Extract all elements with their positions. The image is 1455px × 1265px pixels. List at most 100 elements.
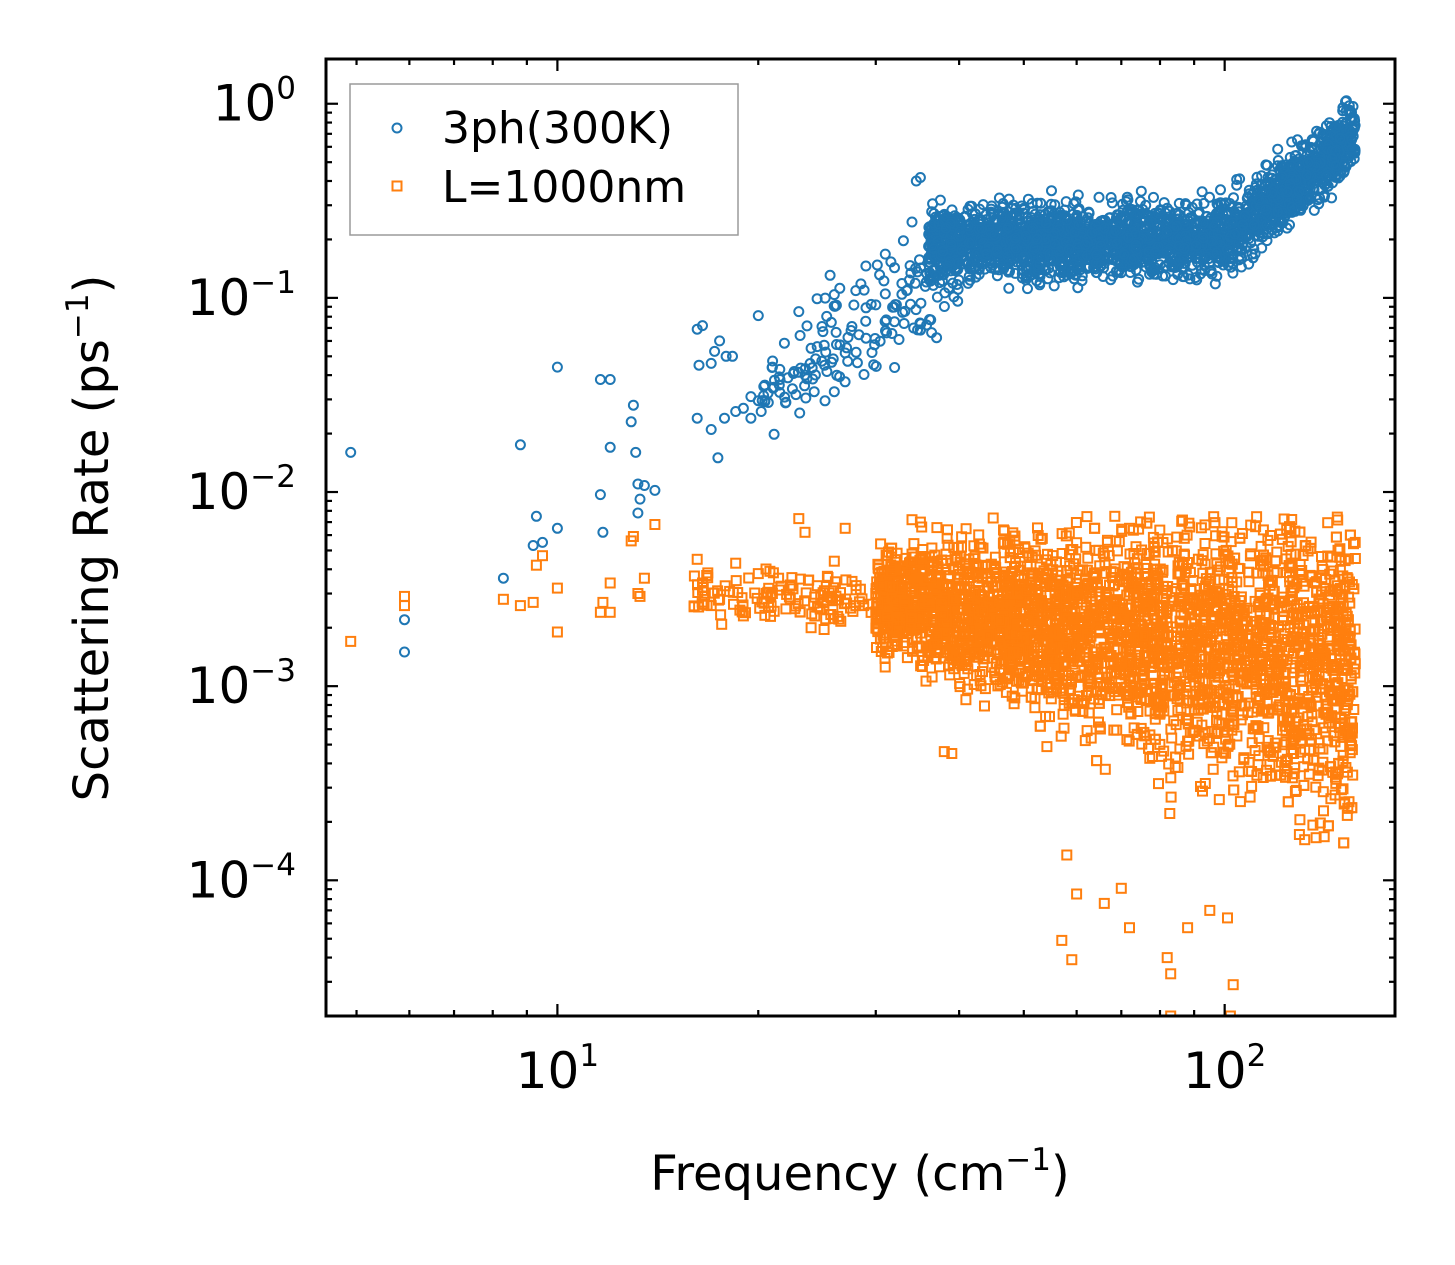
point-boundary-24 <box>730 557 742 569</box>
point-3ph-3024 <box>1186 201 1198 213</box>
point-3ph-19 <box>634 493 646 505</box>
point-boundary-13 <box>604 606 616 618</box>
point-boundary-53 <box>1224 1010 1236 1016</box>
point-boundary-1065 <box>1166 732 1178 744</box>
point-3ph-46 <box>805 342 817 354</box>
point-3ph-3383 <box>1129 209 1141 221</box>
point-boundary-5 <box>527 596 539 608</box>
point-3ph-2902 <box>1340 95 1352 107</box>
point-3ph-3649 <box>819 395 831 407</box>
point-3ph-3274 <box>1227 251 1239 263</box>
point-boundary-8 <box>551 582 563 594</box>
point-boundary-0 <box>345 635 357 647</box>
point-3ph-22 <box>649 484 661 496</box>
point-3ph-3619 <box>824 269 836 281</box>
point-boundary-30 <box>799 526 811 538</box>
point-3ph-2487 <box>1286 136 1298 148</box>
point-boundary-19 <box>649 519 661 530</box>
point-3ph-34 <box>727 350 738 362</box>
point-3ph-2838 <box>1209 278 1221 290</box>
point-3ph-1289 <box>1072 189 1084 201</box>
point-3ph-31 <box>712 452 724 464</box>
point-boundary-2176 <box>1108 724 1120 736</box>
point-boundary-4 <box>514 600 526 612</box>
point-boundary-20 <box>691 553 703 565</box>
point-3ph-3757 <box>889 362 901 373</box>
point-3ph-1411 <box>1228 192 1239 204</box>
point-3ph-2603 <box>1035 197 1047 209</box>
point-3ph-3031 <box>1179 215 1191 227</box>
point-3ph-3706 <box>860 315 872 327</box>
point-3ph-17 <box>630 446 642 458</box>
point-3ph-2054 <box>927 198 939 210</box>
point-3ph-2585 <box>1243 184 1255 196</box>
point-boundary-18 <box>638 572 650 584</box>
point-boundary-28 <box>780 603 792 615</box>
point-3ph-3106 <box>1231 179 1243 191</box>
point-boundary-45 <box>1115 882 1127 894</box>
point-boundary-52 <box>1227 979 1239 991</box>
point-3ph-3377 <box>1018 251 1030 263</box>
point-boundary-1527 <box>979 700 990 712</box>
point-3ph-3637 <box>830 326 842 338</box>
point-3ph-49 <box>828 289 840 301</box>
point-boundary-1514 <box>908 538 920 550</box>
point-boundary-11 <box>597 596 609 608</box>
point-boundary-2487 <box>1089 522 1101 534</box>
point-3ph-3151 <box>1149 246 1161 258</box>
point-3ph-20 <box>632 507 644 519</box>
point-boundary-1748 <box>1081 511 1093 523</box>
point-3ph-54 <box>860 260 872 272</box>
point-3ph-2312 <box>1225 261 1237 273</box>
point-3ph-2415 <box>946 204 958 216</box>
point-3ph-3361 <box>1337 105 1349 117</box>
point-boundary-48 <box>1165 968 1177 980</box>
point-boundary-3 <box>497 593 509 605</box>
point-3ph-3 <box>497 572 509 584</box>
point-3ph-3103 <box>1166 259 1178 271</box>
point-3ph-3698 <box>879 288 891 300</box>
point-3ph-2379 <box>1257 231 1269 243</box>
point-boundary-17 <box>634 590 646 602</box>
point-boundary-2372 <box>1034 720 1046 732</box>
point-boundary-39 <box>946 748 958 759</box>
point-3ph-25 <box>697 320 708 332</box>
point-3ph-3154 <box>968 255 980 266</box>
point-3ph-3719 <box>808 386 820 398</box>
point-3ph-28 <box>709 345 721 357</box>
point-3ph-2553 <box>1003 282 1015 294</box>
point-boundary-1772 <box>1079 735 1091 747</box>
point-3ph-33 <box>719 412 730 424</box>
point-3ph-2664 <box>991 270 1003 282</box>
point-boundary-50 <box>1204 904 1216 916</box>
point-boundary-2337 <box>1228 784 1240 796</box>
point-boundary-47 <box>1161 952 1173 964</box>
points-layer <box>345 95 1361 1016</box>
point-3ph-61 <box>910 175 922 187</box>
point-3ph-0 <box>345 446 357 458</box>
point-3ph-6 <box>530 510 542 522</box>
point-3ph-3286 <box>990 213 1001 225</box>
point-boundary-49 <box>1182 922 1194 934</box>
point-3ph-2876 <box>1059 204 1071 216</box>
point-3ph-3291 <box>1148 268 1160 280</box>
point-3ph-24 <box>693 359 705 371</box>
point-3ph-2976 <box>1167 274 1179 286</box>
point-3ph-1566 <box>1042 273 1054 285</box>
point-boundary-2302 <box>1282 796 1294 808</box>
point-3ph-2673 <box>1082 212 1094 224</box>
point-3ph-3385 <box>983 220 995 232</box>
point-boundary-46 <box>1124 922 1135 934</box>
point-3ph-58 <box>897 235 909 247</box>
point-boundary-10 <box>594 606 606 618</box>
point-3ph-2834 <box>1227 267 1239 279</box>
point-boundary-54 <box>1165 1010 1177 1016</box>
point-boundary-40 <box>1061 849 1073 861</box>
point-3ph-38 <box>752 310 764 322</box>
point-3ph-3008 <box>1304 193 1316 205</box>
point-boundary-41 <box>1071 888 1083 900</box>
point-3ph-3121 <box>1110 265 1122 277</box>
point-3ph-3612 <box>794 330 806 341</box>
point-3ph-2647 <box>1215 184 1226 196</box>
point-3ph-3156 <box>1056 259 1068 271</box>
